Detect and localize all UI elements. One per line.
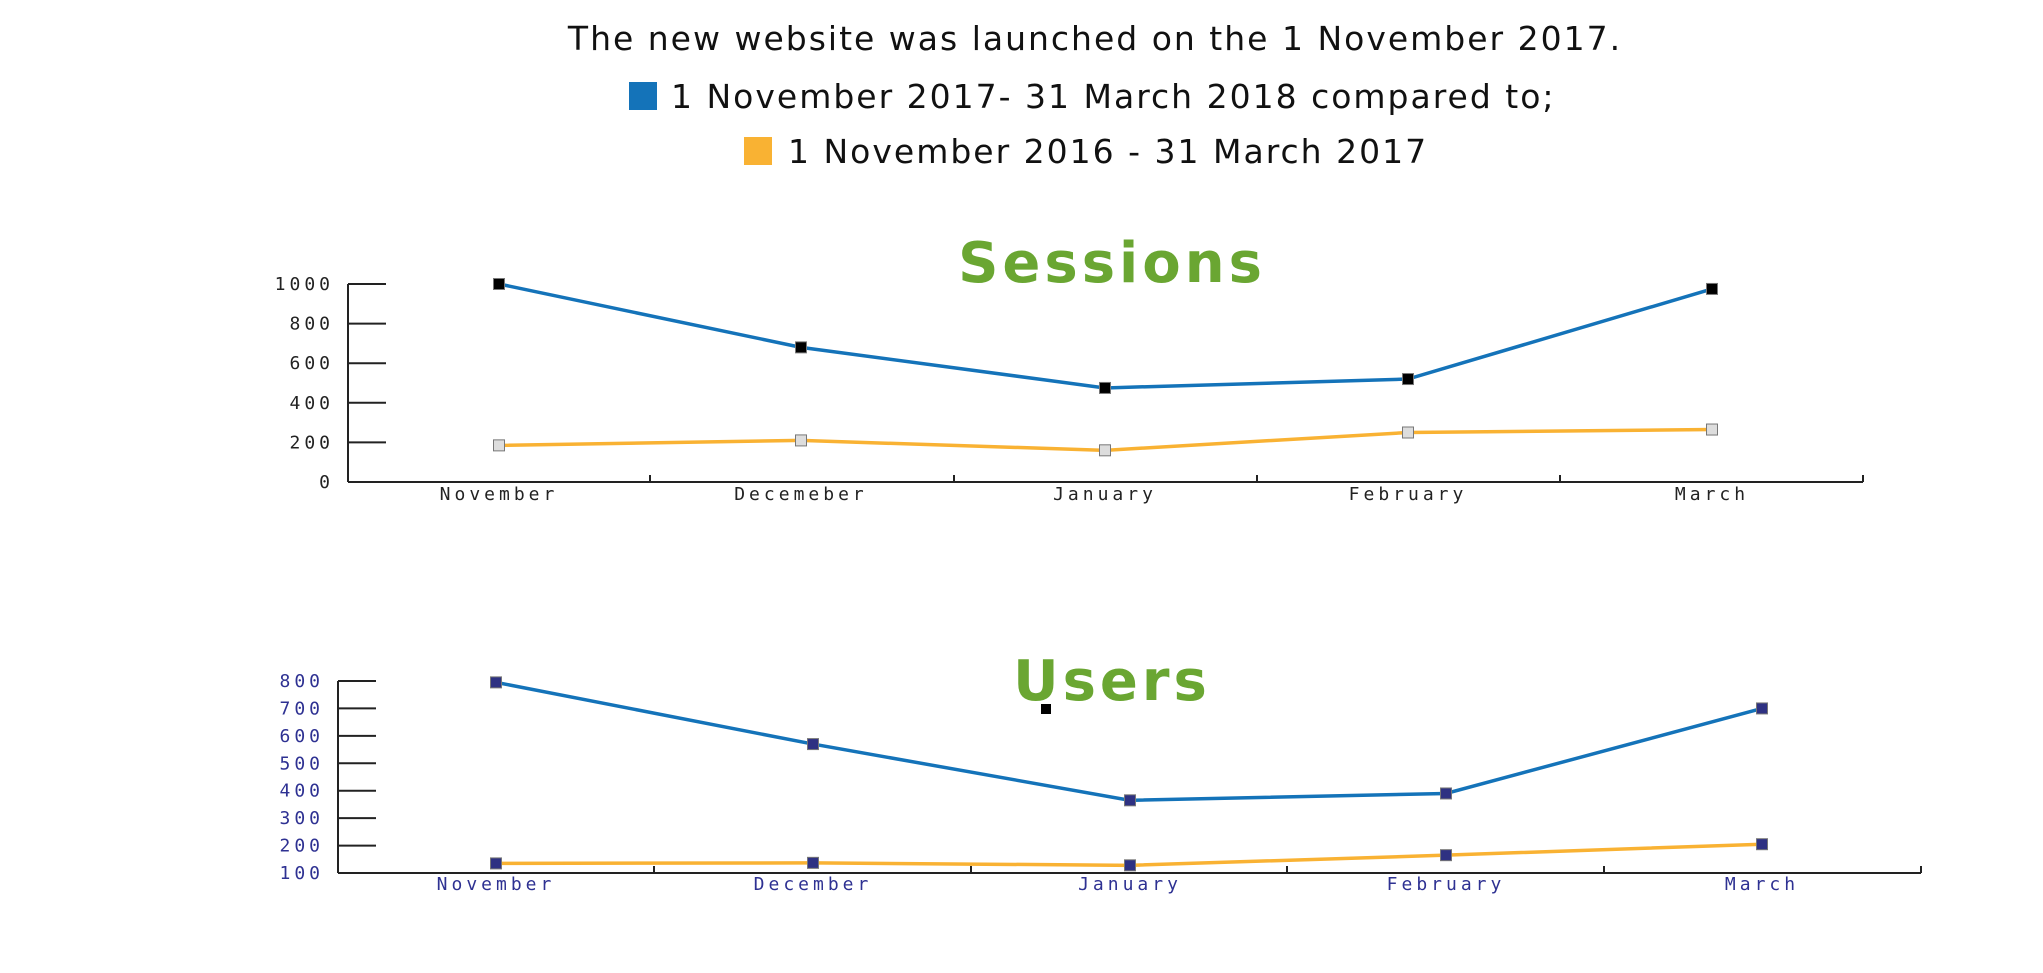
data-point — [1099, 381, 1111, 394]
data-point — [1440, 787, 1452, 800]
data-point — [1706, 423, 1718, 436]
data-point — [795, 341, 807, 354]
y-tick-label: 1000 — [275, 274, 334, 295]
data-point — [795, 434, 807, 447]
data-point — [807, 738, 819, 751]
legend-label-2017-2018: 1 November 2017- 31 March 2018 compared … — [671, 77, 1556, 116]
y-tick-label: 700 — [279, 698, 324, 719]
x-tick-label: February — [1387, 874, 1506, 895]
y-tick-label: 200 — [289, 432, 334, 453]
data-point — [807, 856, 819, 869]
legend-swatch-2017-2018 — [629, 82, 657, 110]
y-tick-label: 200 — [279, 836, 324, 857]
y-tick-label: 800 — [289, 314, 334, 335]
x-tick-label: March — [1725, 874, 1799, 895]
y-tick-label: 600 — [289, 353, 334, 374]
data-point — [1756, 838, 1768, 851]
legend-label-2016-2017: 1 November 2016 - 31 March 2017 — [788, 132, 1428, 171]
series-line — [498, 282, 1713, 390]
sessions-chart: 0 200 400 600 800 1000 November Decemeber Januar… — [275, 274, 1864, 505]
data-point — [1756, 702, 1768, 715]
y-tick-label: 600 — [279, 726, 324, 747]
legend-swatch-2016-2017 — [744, 137, 772, 165]
users-chart: 100 200 300 400 500 600 700 800 November December… — [279, 671, 1922, 895]
data-point — [1402, 426, 1414, 439]
stray-marker — [1041, 704, 1051, 714]
x-tick-label: March — [1675, 484, 1749, 505]
x-tick-label: January — [1078, 874, 1182, 895]
data-point — [493, 278, 505, 290]
y-tick-label: 400 — [289, 393, 334, 414]
data-point — [1706, 282, 1718, 295]
header-note: The new website was launched on the 1 No… — [567, 19, 1622, 58]
users-chart-title: Users — [1013, 649, 1211, 714]
data-point — [1440, 849, 1452, 862]
x-tick-label: November — [437, 874, 556, 895]
y-tick-label: 800 — [279, 671, 324, 692]
x-tick-label: February — [1349, 484, 1468, 505]
data-point — [1124, 794, 1136, 807]
x-tick-label: January — [1053, 484, 1157, 505]
data-point — [1402, 373, 1414, 386]
data-point — [490, 676, 502, 689]
x-tick-label: Decemeber — [734, 484, 868, 505]
data-point — [1124, 859, 1136, 872]
sessions-chart-title: Sessions — [958, 231, 1266, 296]
y-tick-label: 500 — [279, 753, 324, 774]
y-tick-label: 400 — [279, 781, 324, 802]
x-tick-label: December — [754, 874, 873, 895]
data-point — [1099, 444, 1111, 457]
data-point — [493, 439, 505, 452]
y-tick-label: 100 — [279, 863, 324, 884]
x-tick-label: November — [440, 484, 559, 505]
y-tick-label: 300 — [279, 808, 324, 829]
y-tick-label: 0 — [319, 472, 334, 493]
data-point — [490, 857, 502, 870]
